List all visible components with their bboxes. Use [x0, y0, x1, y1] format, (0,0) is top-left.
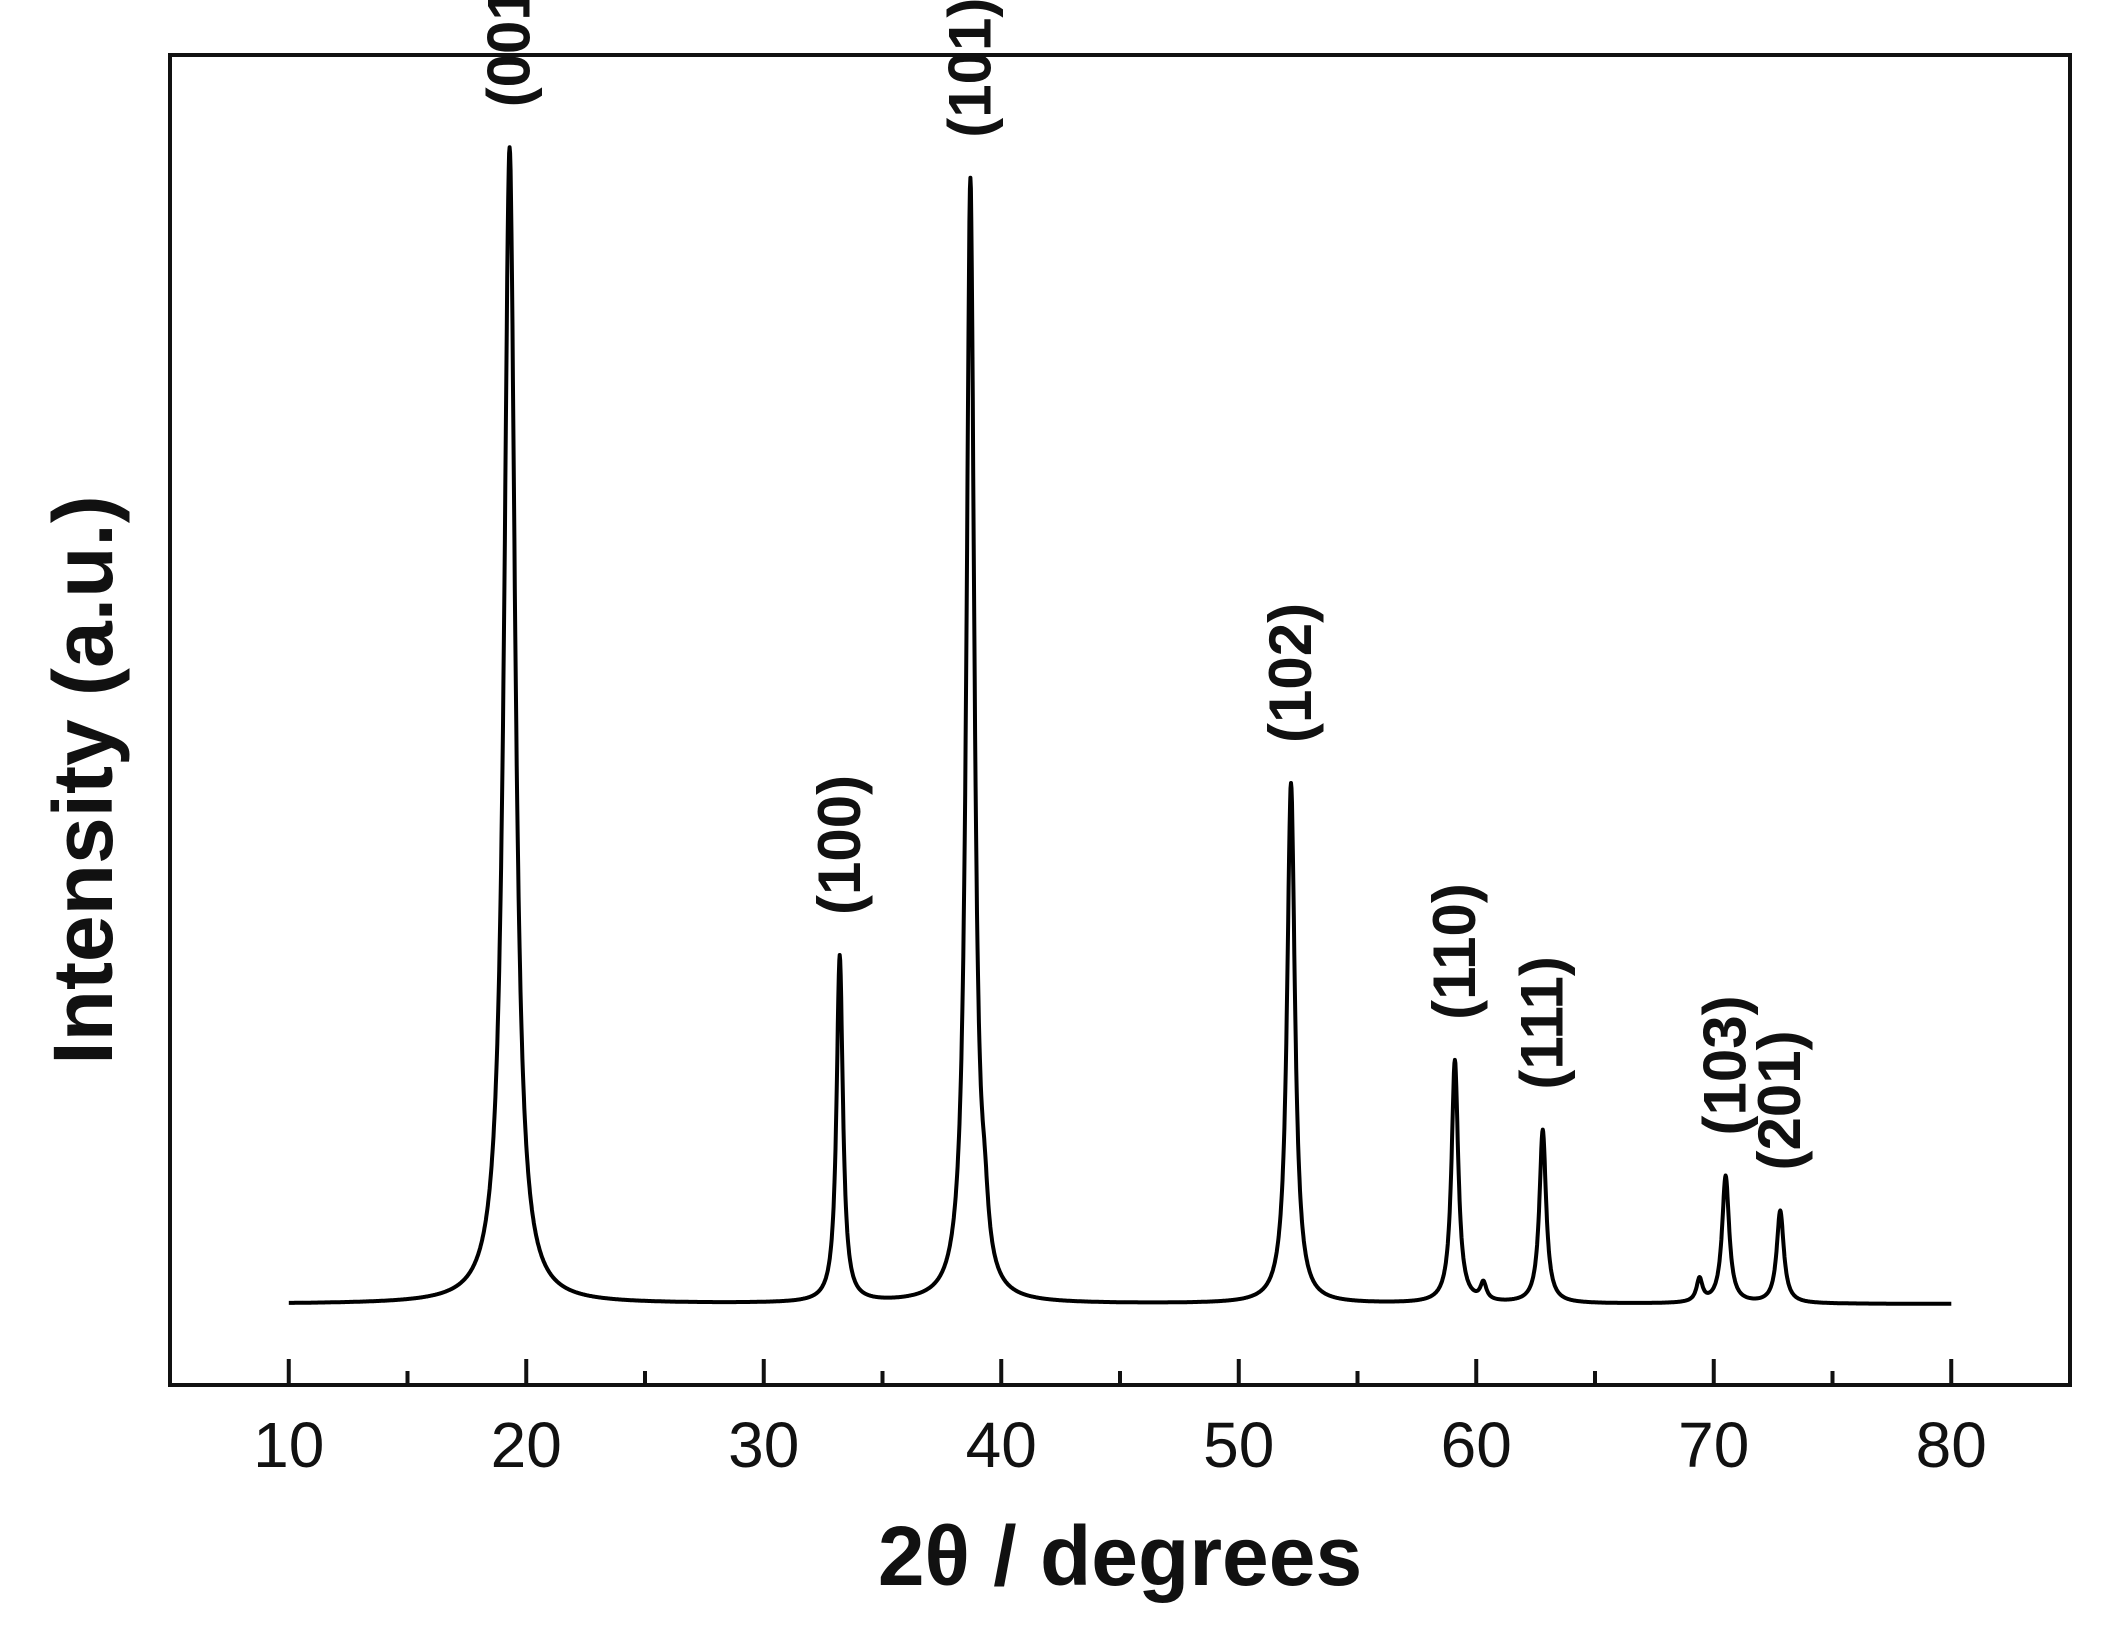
x-tick-label: 50: [1203, 1409, 1274, 1481]
peak-label: (103): [1692, 995, 1759, 1135]
x-axis-title: 2θ / degrees: [878, 1509, 1362, 1603]
x-axis-ticks: [286, 1359, 1954, 1385]
peak-labels: (001) (100) (101) (102) (110) (111) (103)(201): [476, 0, 1814, 1171]
x-axis-tick-labels: 10 20 30 40 50 60 70 80: [253, 1409, 1987, 1481]
x-tick-label: 70: [1678, 1409, 1749, 1481]
xrd-pattern-line: [287, 145, 1953, 1306]
peak-label: (001): [476, 0, 543, 107]
plot-frame: [168, 53, 2072, 1387]
x-tick-label: 60: [1441, 1409, 1512, 1481]
peak-label: (110): [1421, 883, 1488, 1020]
peak-label: (201): [1746, 1030, 1813, 1170]
x-tick-label: 80: [1916, 1409, 1987, 1481]
peak-label: (102): [1257, 603, 1324, 743]
x-tick-label: 30: [728, 1409, 799, 1481]
x-tick-label: 10: [253, 1409, 324, 1481]
x-tick-label: 20: [491, 1409, 562, 1481]
x-tick-label: 40: [966, 1409, 1037, 1481]
y-axis-title: Intensity (a.u.): [36, 495, 130, 1064]
peak-label: (100): [806, 775, 873, 915]
peak-label: (101): [936, 0, 1003, 138]
peak-label: (111): [1509, 956, 1576, 1089]
